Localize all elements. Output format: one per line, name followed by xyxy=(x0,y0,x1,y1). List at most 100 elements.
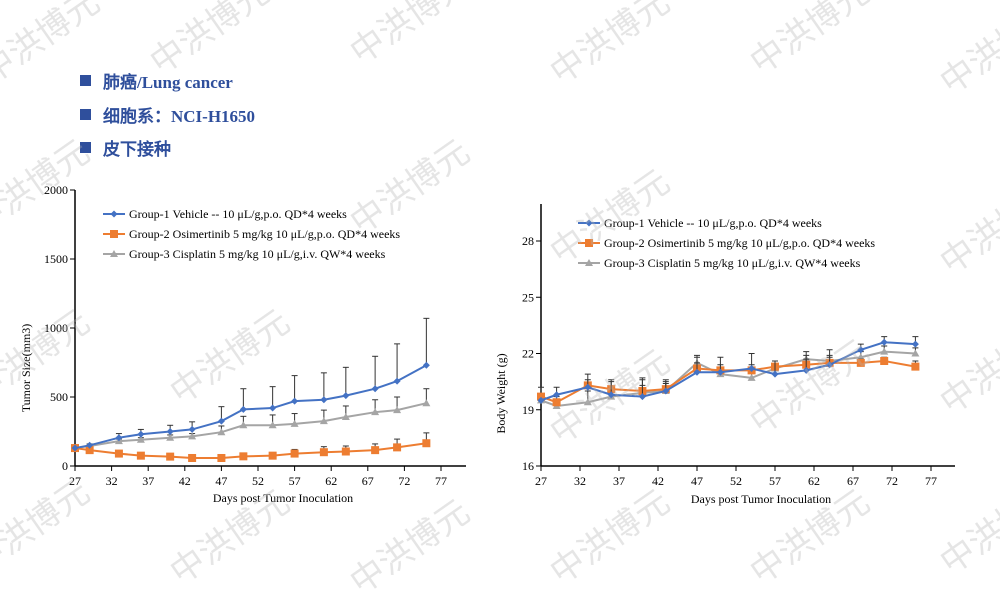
legend-item: Group-3 Cisplatin 5 mg/kg 10 μL/g,i.v. Q… xyxy=(578,256,861,270)
y-tick-label: 25 xyxy=(522,290,534,304)
data-point xyxy=(583,398,592,406)
data-point xyxy=(584,383,592,391)
data-point xyxy=(422,361,430,369)
legend-label: Group-3 Cisplatin 5 mg/kg 10 μL/g,i.v. Q… xyxy=(604,256,861,270)
x-tick-label: 42 xyxy=(179,474,191,488)
legend-item: Group-2 Osimertinib 5 mg/kg 10 μL/g,p.o.… xyxy=(103,227,400,241)
x-tick-label: 37 xyxy=(142,474,154,488)
x-tick-label: 32 xyxy=(106,474,118,488)
data-point xyxy=(319,417,328,425)
data-point xyxy=(911,362,920,371)
data-point xyxy=(537,396,545,404)
legend-label: Group-1 Vehicle -- 10 μL/g,p.o. QD*4 wee… xyxy=(604,216,822,230)
data-point xyxy=(110,210,118,218)
legend-item: Group-2 Osimertinib 5 mg/kg 10 μL/g,p.o.… xyxy=(578,236,875,250)
data-point xyxy=(188,425,196,433)
legend-label: Group-2 Osimertinib 5 mg/kg 10 μL/g,p.o.… xyxy=(129,227,400,241)
data-point xyxy=(290,449,299,458)
legend-item: Group-1 Vehicle -- 10 μL/g,p.o. QD*4 wee… xyxy=(103,207,347,221)
y-tick-label: 0 xyxy=(62,459,68,473)
charts-canvas: 27 32 37 42 47 52 57 62 67 72 77 0 500 1000 1500 2000 Da… xyxy=(19,183,955,506)
x-tick-label: 57 xyxy=(289,474,301,488)
data-point xyxy=(239,405,247,413)
data-point xyxy=(585,219,593,227)
legend-item: Group-3 Cisplatin 5 mg/kg 10 μL/g,i.v. Q… xyxy=(103,247,386,261)
data-point xyxy=(880,338,888,346)
chart-1: 27 32 37 42 47 52 57 62 67 72 77 0 500 1000 1500 2000 Da… xyxy=(19,183,466,505)
data-point xyxy=(110,230,118,238)
x-tick-label: 37 xyxy=(613,474,625,488)
series-triangle xyxy=(537,345,920,409)
data-point xyxy=(217,428,226,436)
data-point xyxy=(166,433,175,441)
x-tick-label: 27 xyxy=(535,474,547,488)
data-point xyxy=(86,441,94,449)
data-point xyxy=(341,413,350,421)
data-point xyxy=(239,452,248,461)
x-tick-label: 62 xyxy=(325,474,337,488)
header-bullets: 肺癌/Lung cancer 细胞系：NCI-H1650 皮下接种 xyxy=(80,64,255,165)
data-point xyxy=(341,447,350,456)
chart-2: 27 32 37 42 47 52 57 62 67 72 77 16 19 22 25 28 Days pos… xyxy=(494,204,955,506)
legend-label: Group-3 Cisplatin 5 mg/kg 10 μL/g,i.v. Q… xyxy=(129,247,386,261)
data-point xyxy=(585,259,593,266)
y-tick-label: 500 xyxy=(50,390,68,404)
data-point xyxy=(748,365,756,372)
data-point xyxy=(662,387,670,395)
series-diamond xyxy=(537,336,919,404)
y-tick-label: 22 xyxy=(522,347,534,361)
x-tick-label: 77 xyxy=(925,474,937,488)
data-point xyxy=(552,398,561,407)
data-point xyxy=(553,391,561,399)
y-tick-label: 16 xyxy=(522,459,534,473)
x-tick-label: 32 xyxy=(574,474,586,488)
y-tick-label: 2000 xyxy=(44,183,68,197)
data-point xyxy=(856,358,865,367)
data-point xyxy=(911,340,919,348)
legend-item: Group-1 Vehicle -- 10 μL/g,p.o. QD*4 wee… xyxy=(578,216,822,230)
data-point xyxy=(693,368,701,376)
data-point xyxy=(802,366,810,374)
bullet-cancer-type: 肺癌/Lung cancer xyxy=(80,64,255,98)
data-point xyxy=(422,439,431,448)
data-point xyxy=(342,392,350,400)
data-point xyxy=(880,357,889,365)
x-tick-label: 52 xyxy=(252,474,264,488)
y-tick-label: 28 xyxy=(522,234,534,248)
x-tick-label: 57 xyxy=(769,474,781,488)
x-tick-label: 47 xyxy=(215,474,227,488)
data-point xyxy=(137,430,145,438)
legend-label: Group-2 Osimertinib 5 mg/kg 10 μL/g,p.o.… xyxy=(604,236,875,250)
series-line xyxy=(74,364,427,450)
x-tick-label: 27 xyxy=(69,474,81,488)
data-point xyxy=(268,421,277,429)
data-point xyxy=(110,250,118,257)
data-point xyxy=(188,432,197,440)
y-tick-label: 1500 xyxy=(44,252,68,266)
data-point xyxy=(393,406,402,414)
data-point xyxy=(537,392,545,401)
x-tick-label: 72 xyxy=(886,474,898,488)
data-point xyxy=(290,419,299,427)
data-point xyxy=(71,444,79,452)
bullet-square-icon xyxy=(80,108,91,120)
data-point xyxy=(188,453,197,462)
data-point xyxy=(320,396,328,404)
x-tick-label: 42 xyxy=(652,474,664,488)
data-point xyxy=(857,346,865,354)
data-point xyxy=(880,347,889,355)
data-point xyxy=(747,373,756,381)
data-point xyxy=(114,449,123,458)
series-line xyxy=(540,359,916,404)
data-point xyxy=(166,452,175,461)
data-point xyxy=(638,393,646,401)
legend-label: Group-1 Vehicle -- 10 μL/g,p.o. QD*4 wee… xyxy=(129,207,347,221)
data-point xyxy=(393,377,401,385)
data-point xyxy=(371,408,380,416)
bullet-text: 肺癌/Lung cancer xyxy=(103,73,233,93)
data-point xyxy=(217,453,226,462)
bullet-square-icon xyxy=(80,75,91,87)
data-point xyxy=(585,239,593,247)
y-tick-label: 19 xyxy=(522,403,534,417)
x-tick-label: 52 xyxy=(730,474,742,488)
